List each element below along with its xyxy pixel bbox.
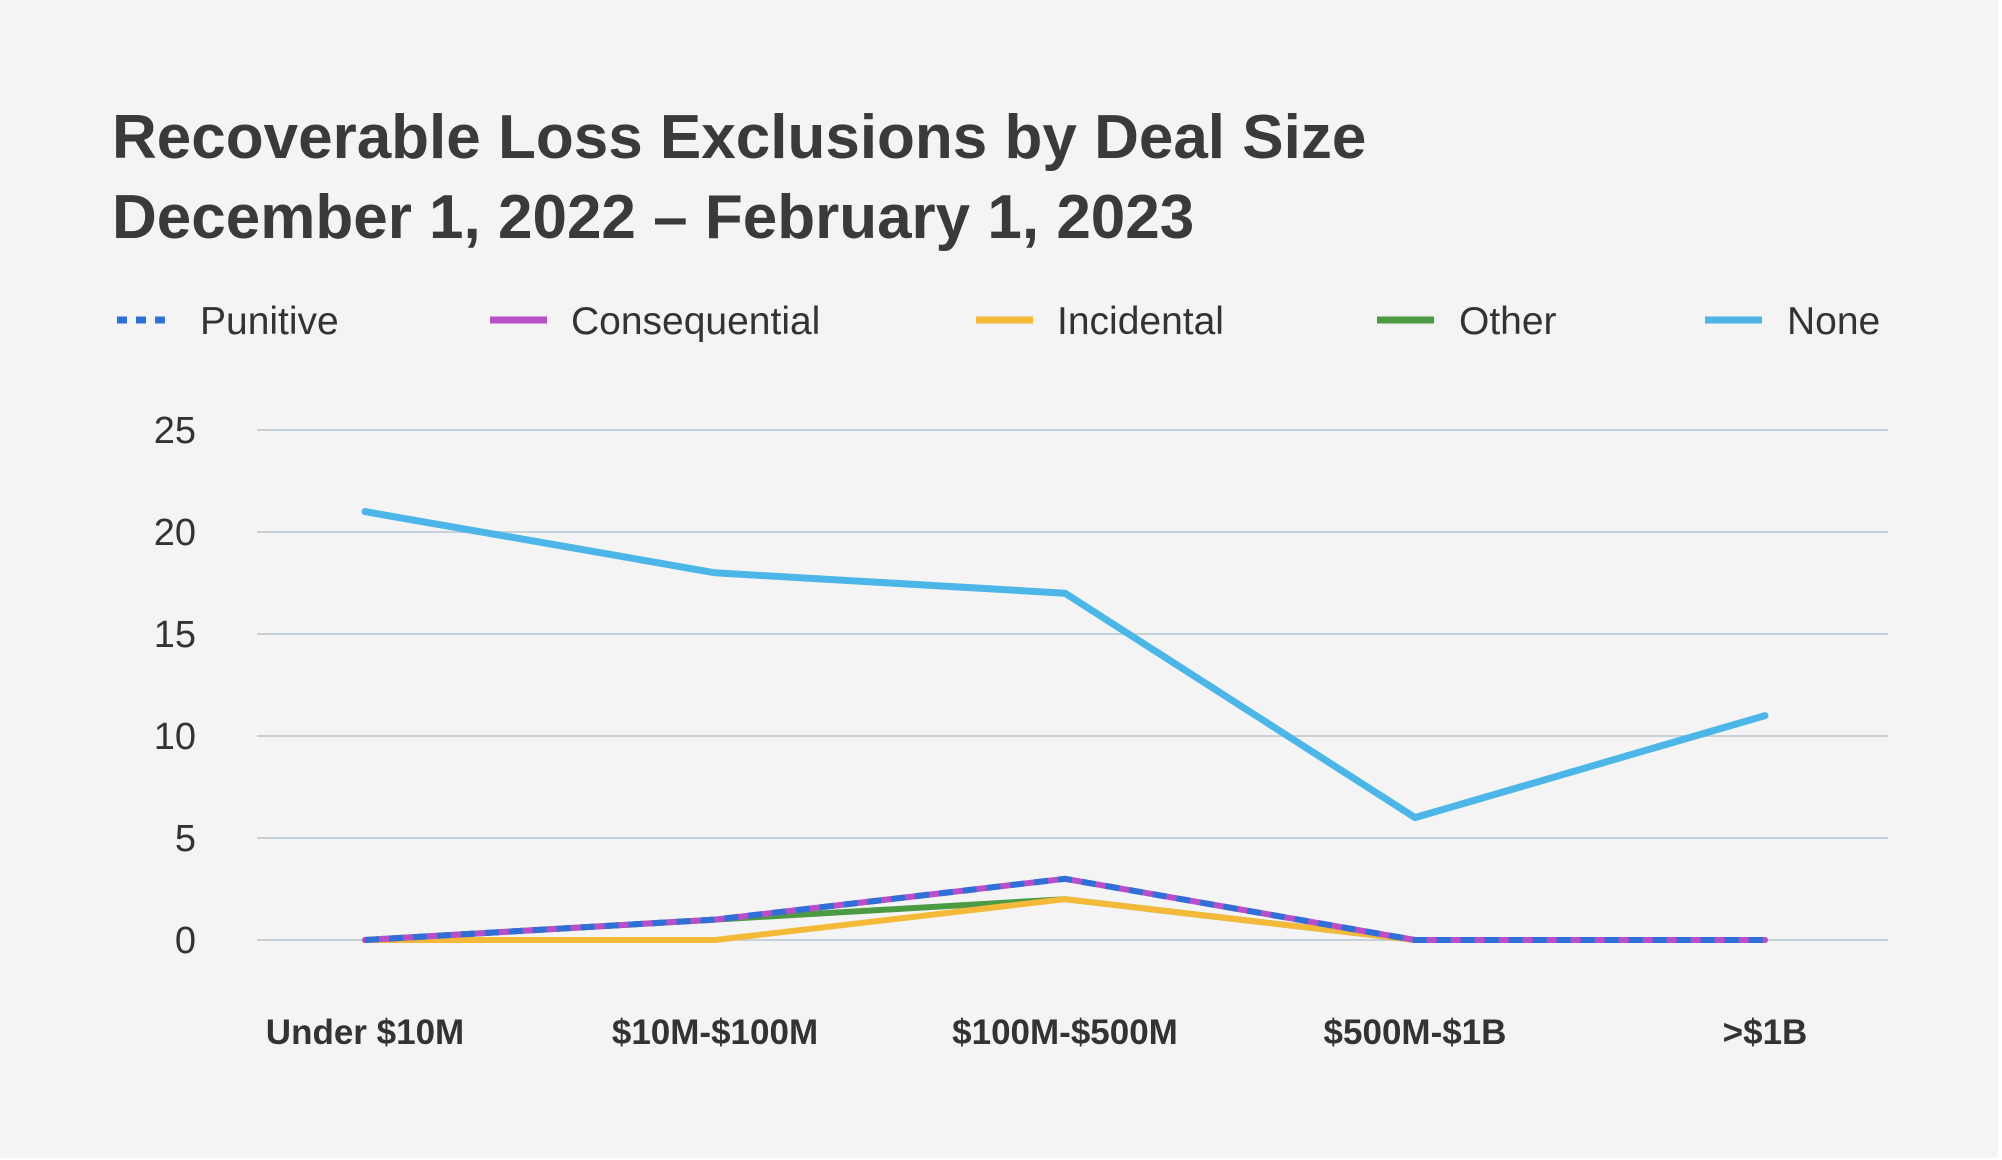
- gridlines: [257, 429, 1888, 941]
- series-line-incidental: [362, 896, 1768, 943]
- legend-item-other: Other: [1377, 300, 1557, 343]
- legend-label-punitive: Punitive: [200, 300, 339, 343]
- y-tick-label-5: 5: [175, 818, 196, 860]
- legend-item-punitive: Punitive: [117, 300, 339, 343]
- series-lines: [361, 508, 1769, 943]
- y-tick-label-0: 0: [175, 920, 196, 962]
- series-line-punitive: [364, 875, 1765, 943]
- legend-label-incidental: Incidental: [1057, 300, 1224, 343]
- legend-label-none: None: [1787, 300, 1880, 343]
- chart-title-line-1: Recoverable Loss Exclusions by Deal Size: [112, 103, 1366, 172]
- series-line-none: [361, 508, 1769, 822]
- x-tick-label-100m-500m: $100M-$500M: [952, 1013, 1178, 1052]
- legend-item-none: None: [1705, 300, 1880, 343]
- legend: Punitive Consequential Incidental Other None: [117, 300, 1880, 343]
- x-tick-label-10m-100m: $10M-$100M: [612, 1013, 818, 1052]
- y-tick-label-20: 20: [154, 512, 196, 554]
- y-tick-label-15: 15: [154, 614, 196, 656]
- legend-label-consequential: Consequential: [571, 300, 820, 343]
- legend-item-incidental: Incidental: [976, 300, 1224, 343]
- series-line-other: [362, 896, 1768, 943]
- x-tick-label-under-10m: Under $10M: [266, 1013, 464, 1052]
- chart-title: Recoverable Loss Exclusions by Deal Size…: [112, 103, 1366, 252]
- chart-title-line-2: December 1, 2022 – February 1, 2023: [112, 183, 1194, 252]
- series-line-consequential: [362, 875, 1768, 943]
- legend-item-consequential: Consequential: [490, 300, 820, 343]
- x-axis: Under $10M $10M-$100M $100M-$500M $500M-$1B…: [266, 1013, 1808, 1052]
- x-tick-label-500m-1b: $500M-$1B: [1324, 1013, 1507, 1052]
- y-tick-label-10: 10: [154, 716, 196, 758]
- y-axis: 0 5 10 15 20 25: [154, 410, 196, 962]
- x-tick-label-1b: >$1B: [1723, 1013, 1808, 1052]
- legend-label-other: Other: [1459, 300, 1557, 343]
- y-tick-label-25: 25: [154, 410, 196, 452]
